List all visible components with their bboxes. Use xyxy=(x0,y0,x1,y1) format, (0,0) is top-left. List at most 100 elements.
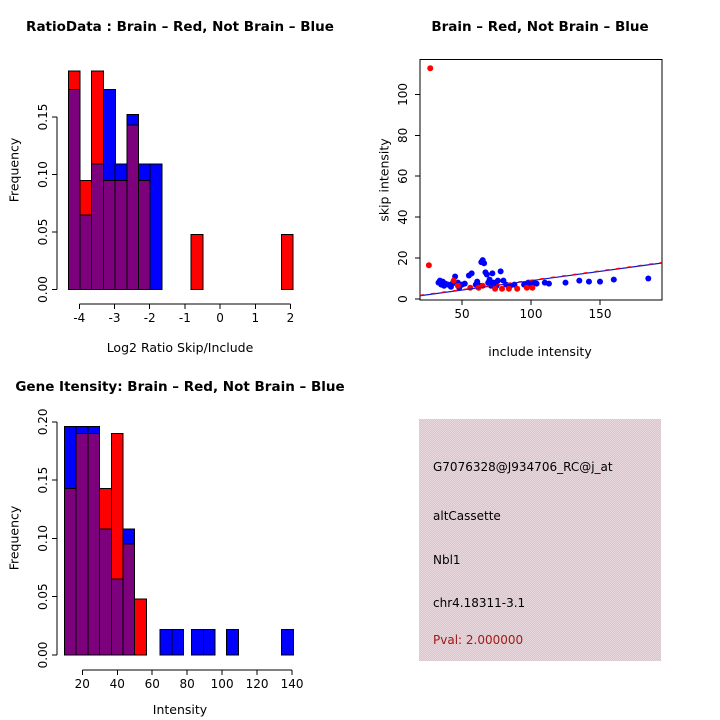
x-tick-label: 20 xyxy=(75,677,90,691)
histogram-bar-overlap xyxy=(114,179,128,290)
panel-gene-histogram: 0.00 0.05 0.10 0.15 0.20 20 40 60 80 100 120 140 Ge… xyxy=(0,360,360,720)
histogram-bar-blue xyxy=(191,628,204,656)
ratio-histogram-plot: 0.00 0.05 0.10 0.15 -4 -3 -2 -1 0 1 2 xyxy=(36,70,295,325)
y-tick-label: 20 xyxy=(396,250,410,265)
y-tick-label: 0.00 xyxy=(36,276,50,303)
y-tick-label: 40 xyxy=(396,210,410,225)
gene-name-text: Nbl1 xyxy=(433,553,461,567)
ratio-histogram-ylabel: Frequency xyxy=(6,137,22,203)
pval-text: Pval: 2.000000 xyxy=(433,633,524,647)
y-tick-label: 80 xyxy=(396,128,410,143)
y-tick-label: 100 xyxy=(396,83,410,106)
x-tick-label: -2 xyxy=(144,311,156,325)
data-point-blue xyxy=(585,278,592,285)
scatter-plot-title: Brain – Red, Not Brain – Blue xyxy=(431,19,649,35)
histogram-bar-overlap xyxy=(79,214,93,290)
y-tick-label: 0.20 xyxy=(36,408,50,435)
data-point-blue xyxy=(468,270,475,277)
gene-histogram-xlabel: Intensity xyxy=(152,702,208,717)
panel-ratio-histogram: 0.00 0.05 0.10 0.15 -4 -3 -2 -1 0 1 2 RatioData : … xyxy=(0,0,360,360)
histogram-bar-blue xyxy=(171,628,185,656)
y-tick-label: 0.10 xyxy=(36,161,50,188)
y-tick-label: 0 xyxy=(396,295,410,303)
data-point-red xyxy=(425,262,432,269)
histogram-bar-overlap xyxy=(75,432,89,656)
x-tick-label: 0 xyxy=(216,311,224,325)
x-tick-label: 150 xyxy=(589,307,612,321)
x-tick-label: 1 xyxy=(251,311,259,325)
data-point-red xyxy=(454,282,461,289)
histogram-bar-blue xyxy=(226,628,239,656)
histogram-bar-overlap xyxy=(137,179,151,290)
fit-line-red-dashed xyxy=(419,261,663,296)
gene-histogram-plot: 0.00 0.05 0.10 0.15 0.20 20 40 60 80 100 120 140 xyxy=(36,408,304,691)
data-point-red xyxy=(514,285,521,292)
data-point-blue xyxy=(497,268,504,275)
scatter-plot: 0 20 40 60 80 100 50 100 150 xyxy=(396,59,663,321)
histogram-bar-overlap xyxy=(63,487,77,656)
probe-id-text: G7076328@J934706_RC@j_at xyxy=(433,460,613,474)
data-point-blue xyxy=(461,280,468,287)
data-point-red xyxy=(450,277,457,284)
histogram-bar-red xyxy=(190,233,204,291)
histogram-bar-overlap xyxy=(91,163,104,290)
data-point-blue xyxy=(483,271,490,278)
histogram-bar-red xyxy=(134,598,147,656)
x-tick-label: 120 xyxy=(246,677,269,691)
info-panel: G7076328@J934706_RC@j_at altCassette Nbl… xyxy=(419,419,661,661)
data-point-red xyxy=(467,284,474,291)
x-tick-label: 100 xyxy=(211,677,234,691)
data-point-blue xyxy=(645,275,652,282)
histogram-bar-overlap xyxy=(103,179,116,290)
y-tick-label: 0.00 xyxy=(36,642,50,669)
plot-box xyxy=(419,59,663,301)
histogram-bar-overlap xyxy=(122,543,136,656)
x-tick-label: 50 xyxy=(454,307,469,321)
data-point-blue xyxy=(486,276,493,283)
panel-scatter-plot: 0 20 40 60 80 100 50 100 150 Brain – Red, Not Br… xyxy=(360,0,720,360)
data-point-blue xyxy=(494,277,501,284)
y-tick-label: 60 xyxy=(396,169,410,184)
x-tick-label: -4 xyxy=(73,311,85,325)
y-tick-label: 0.15 xyxy=(36,104,50,131)
y-tick-label: 0.15 xyxy=(36,467,50,494)
data-point-blue xyxy=(562,279,569,286)
data-point-red xyxy=(492,285,499,292)
y-tick-label: 0.05 xyxy=(36,583,50,610)
histogram-bar-blue xyxy=(202,628,216,656)
x-tick-label: 40 xyxy=(110,677,125,691)
data-point-red xyxy=(523,284,530,291)
data-point-blue xyxy=(610,276,617,283)
histogram-bar-overlap xyxy=(67,88,81,291)
x-tick-label: 140 xyxy=(281,677,304,691)
data-point-blue xyxy=(576,277,583,284)
histogram-bar-blue xyxy=(281,628,294,656)
histogram-bar-blue xyxy=(159,628,173,656)
data-point-blue xyxy=(533,280,540,287)
data-point-blue xyxy=(481,260,488,267)
scatter-plot-xlabel: include intensity xyxy=(488,344,592,359)
histogram-bar-blue xyxy=(149,163,163,290)
histogram-bar-red xyxy=(280,233,294,291)
y-tick-label: 0.05 xyxy=(36,219,50,246)
splice-event-type-text: altCassette xyxy=(433,509,501,523)
x-tick-label: -1 xyxy=(179,311,191,325)
data-point-blue xyxy=(597,278,603,285)
y-tick-label: 0.10 xyxy=(36,525,50,552)
x-tick-label: 60 xyxy=(145,677,160,691)
x-tick-label: 100 xyxy=(520,307,543,321)
ratio-histogram-title: RatioData : Brain – Red, Not Brain – Blu… xyxy=(26,19,334,35)
histogram-bar-overlap xyxy=(87,432,101,656)
data-point-red xyxy=(499,285,506,292)
data-point-red xyxy=(529,284,536,291)
data-point-red xyxy=(427,65,434,72)
panel-gene-info: G7076328@J934706_RC@j_at altCassette Nbl… xyxy=(360,360,720,720)
x-tick-label: -3 xyxy=(109,311,121,325)
x-tick-label: 2 xyxy=(287,311,295,325)
histogram-bar-overlap xyxy=(99,528,112,656)
scatter-plot-ylabel: skip intensity xyxy=(376,138,392,222)
ratio-histogram-xlabel: Log2 Ratio Skip/Include xyxy=(106,340,254,355)
genome-location-text: chr4.18311-3.1 xyxy=(433,596,526,610)
data-point-blue xyxy=(545,280,552,287)
